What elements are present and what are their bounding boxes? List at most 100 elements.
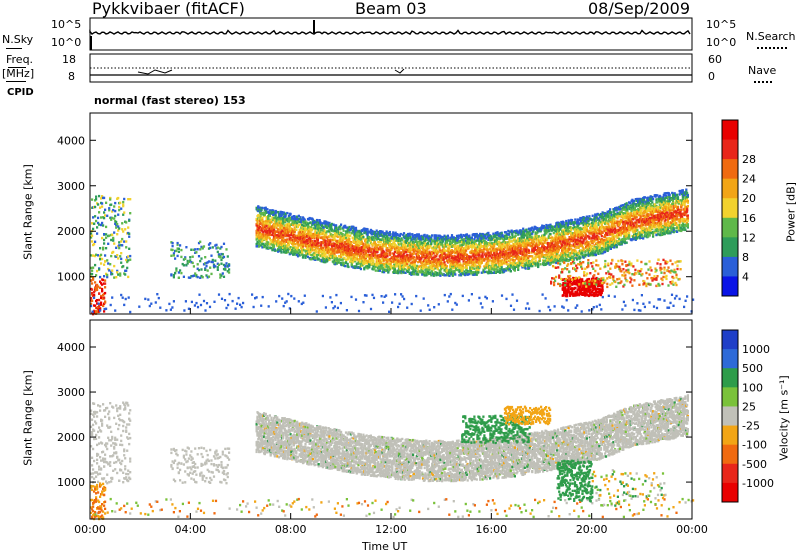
power-cell — [359, 257, 362, 260]
power-cell — [428, 235, 431, 238]
power-cell — [412, 247, 415, 250]
power-cell — [337, 259, 340, 263]
power-cell — [402, 252, 406, 255]
power-cell — [322, 222, 325, 225]
power-cell — [378, 238, 382, 241]
power-cell — [347, 228, 350, 231]
power-cell — [379, 261, 382, 264]
power-cell — [310, 232, 313, 235]
power-cell — [463, 237, 466, 241]
power-cell — [325, 220, 328, 224]
power-cell — [413, 243, 416, 247]
power-cell — [341, 233, 344, 236]
power-cell — [256, 219, 259, 222]
power-cell — [374, 263, 377, 266]
power-cell — [336, 228, 339, 231]
power-cell — [316, 244, 319, 248]
power-cell — [443, 266, 446, 270]
power-cell — [297, 223, 300, 227]
power-cell — [292, 246, 295, 250]
power-cell — [430, 255, 433, 259]
power-cell — [425, 266, 428, 269]
power-cell — [288, 218, 291, 221]
power-cell — [418, 251, 421, 254]
power-cell — [479, 238, 482, 241]
power-cell — [454, 244, 457, 247]
power-cell — [379, 240, 382, 244]
power-cell — [274, 211, 277, 215]
power-cell — [386, 247, 389, 250]
power-cell — [406, 240, 409, 243]
power-cell — [465, 239, 468, 242]
power-cell — [346, 262, 349, 266]
power-cell — [403, 237, 406, 240]
power-cell — [363, 260, 366, 263]
power-cell — [314, 258, 317, 261]
power-cell — [449, 266, 452, 269]
power-cell — [424, 264, 427, 267]
power-cell — [261, 216, 264, 220]
power-cell — [275, 234, 278, 237]
power-cell — [320, 232, 323, 236]
power-cell — [405, 236, 408, 240]
power-cell — [453, 245, 456, 248]
power-cell — [498, 234, 501, 237]
power-cell — [388, 234, 391, 237]
power-cell — [362, 257, 365, 261]
power-cell — [352, 225, 355, 229]
power-cell — [320, 228, 323, 232]
power-cell — [292, 249, 295, 253]
power-cell — [500, 268, 503, 271]
power-cell — [296, 251, 299, 254]
power-cell — [311, 218, 314, 221]
power-cell — [263, 244, 266, 247]
power-cell — [534, 259, 537, 263]
power-cell — [313, 233, 316, 237]
power-cell — [409, 252, 412, 255]
power-cell — [395, 244, 398, 247]
power-cell — [406, 256, 409, 259]
power-cell — [389, 262, 392, 266]
power-cell — [364, 251, 367, 255]
power-cell — [408, 264, 411, 267]
power-cell — [458, 266, 461, 269]
power-cell — [282, 211, 286, 214]
power-cell — [466, 240, 469, 243]
power-cell — [416, 233, 419, 236]
power-cell — [489, 270, 492, 274]
power-cell — [355, 246, 358, 249]
power-cell — [407, 259, 411, 262]
power-cell — [383, 259, 386, 262]
power-cell — [532, 230, 535, 233]
power-cell — [451, 274, 454, 277]
power-cell — [371, 247, 374, 250]
power-cell — [450, 250, 453, 253]
power-cell — [434, 267, 437, 270]
power-cell — [450, 234, 454, 237]
power-cell — [464, 266, 467, 269]
power-cell — [316, 243, 319, 246]
power-cell — [301, 223, 304, 227]
power-cell — [441, 263, 444, 267]
power-cell — [279, 224, 282, 227]
nsearch-label: N.Search — [746, 30, 796, 43]
power-cell — [287, 232, 290, 235]
nave-dotted-key — [754, 81, 772, 83]
power-cell — [351, 261, 354, 264]
power-cell — [322, 259, 325, 262]
power-cell — [412, 272, 415, 276]
power-cell — [474, 263, 477, 266]
power-cell — [372, 251, 375, 254]
power-cell — [309, 249, 312, 253]
power-cell — [262, 230, 265, 234]
power-cell — [268, 237, 271, 240]
power-cell — [463, 259, 466, 262]
power-cell — [440, 272, 443, 275]
power-cell — [272, 209, 275, 212]
power-cell — [383, 265, 387, 269]
power-cell — [364, 228, 367, 232]
power-cell — [308, 247, 311, 251]
power-cell — [385, 242, 388, 245]
power-cell — [487, 238, 490, 241]
power-cell — [372, 265, 375, 268]
